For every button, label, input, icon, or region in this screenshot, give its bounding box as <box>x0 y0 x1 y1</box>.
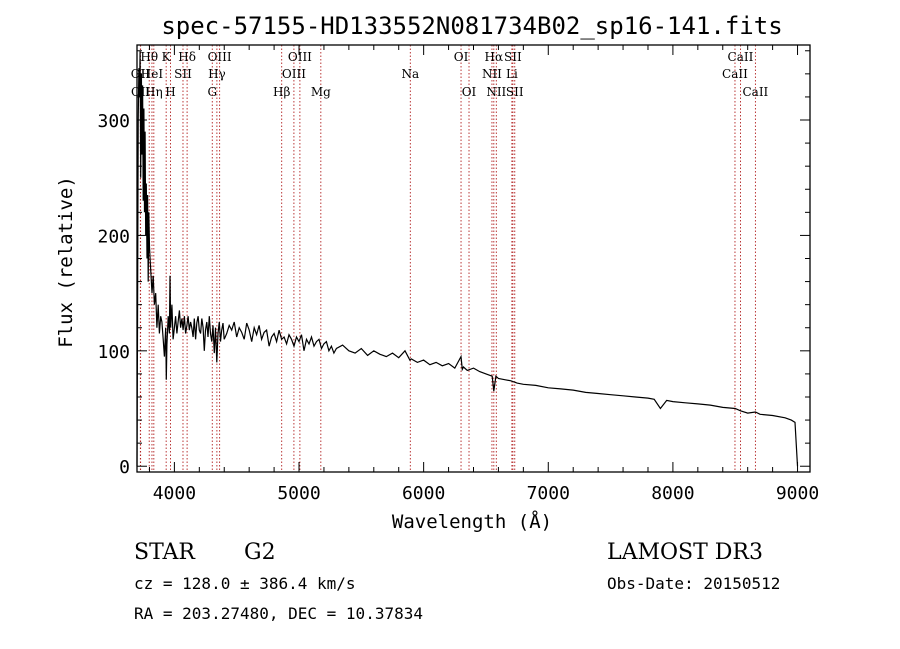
line-marker-label: SII <box>174 67 192 81</box>
line-marker-label: Na <box>401 67 419 81</box>
object-class: STAR <box>134 540 196 565</box>
line-marker-label: H <box>165 85 175 99</box>
redshift-cz: cz = 128.0 ± 386.4 km/s <box>134 574 356 593</box>
y-axis-label: Flux (relative) <box>55 176 77 348</box>
observation-date: Obs-Date: 20150512 <box>607 574 780 593</box>
line-marker-label: Mg <box>311 85 331 99</box>
ra-dec-coordinates: RA = 203.27480, DEC = 10.37834 <box>134 604 423 623</box>
line-marker-label: CaII <box>728 50 754 64</box>
line-marker-label: Hγ <box>208 67 226 81</box>
line-marker-label: K <box>162 50 172 64</box>
y-tick-label: 300 <box>97 111 130 132</box>
line-marker-label: Hη <box>145 85 163 99</box>
x-axis-label: Wavelength (Å) <box>392 510 552 533</box>
line-marker-label: NII <box>482 67 502 81</box>
line-marker-label: HeI <box>141 67 164 81</box>
object-subclass: G2 <box>244 540 276 565</box>
line-marker-label: OIII <box>288 50 312 64</box>
chart-title: spec-57155-HD133552N081734B02_sp16-141.f… <box>161 12 782 40</box>
line-marker-label: SII <box>506 85 524 99</box>
line-marker-label: CaII <box>722 67 748 81</box>
line-marker-label: NII <box>486 85 506 99</box>
y-tick-label: 100 <box>97 342 130 363</box>
spectrum-series-line <box>136 50 799 467</box>
line-marker-label: OIII <box>208 50 232 64</box>
line-marker-label: CaII <box>742 85 768 99</box>
survey-name: LAMOST DR3 <box>607 540 763 565</box>
x-tick-label: 9000 <box>776 483 819 504</box>
line-marker-label: OI <box>462 85 477 99</box>
line-markers <box>139 45 756 472</box>
plot-frame <box>136 44 811 473</box>
line-marker-label: Li <box>506 67 518 81</box>
line-marker-label: Hα <box>485 50 504 64</box>
line-marker-label: Hβ <box>273 85 290 99</box>
line-marker-label: OI <box>454 50 469 64</box>
x-tick-label: 6000 <box>402 483 445 504</box>
line-marker-label: G <box>207 85 217 99</box>
line-marker-label: OIII <box>282 67 306 81</box>
line-marker-label: Hθ <box>140 50 158 64</box>
y-tick-label: 0 <box>119 457 130 478</box>
x-tick-label: 8000 <box>651 483 694 504</box>
x-tick-label: 4000 <box>153 483 196 504</box>
x-tick-label: 5000 <box>277 483 320 504</box>
y-tick-label: 200 <box>97 226 130 247</box>
line-marker-label: SII <box>504 50 522 64</box>
x-tick-label: 7000 <box>527 483 570 504</box>
line-marker-label: Hδ <box>178 50 196 64</box>
axis-ticks: 4000 5000 6000 7000 8000 9000 0 100 200 300 <box>97 45 819 504</box>
